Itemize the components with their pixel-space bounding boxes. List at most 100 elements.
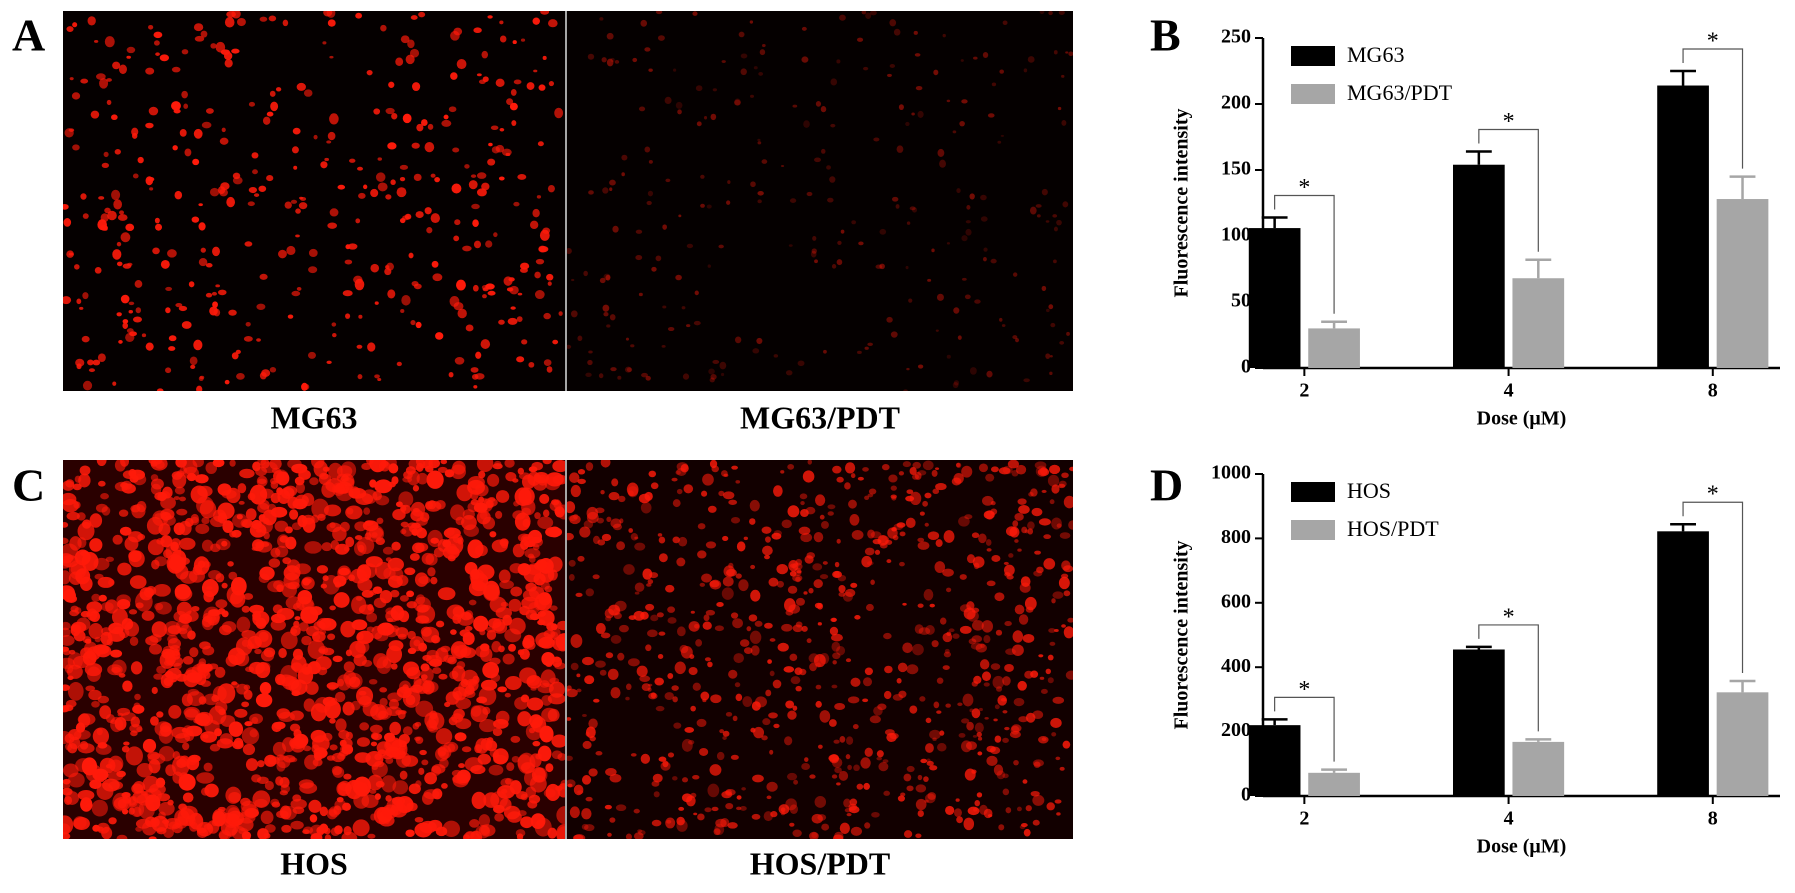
- cell: [958, 516, 970, 527]
- cell: [777, 642, 789, 652]
- cell: [707, 264, 711, 268]
- cell: [201, 121, 212, 129]
- cell: [451, 645, 460, 654]
- cell: [751, 813, 761, 820]
- cell: [385, 194, 392, 200]
- cell: [132, 316, 143, 323]
- cell: [175, 460, 187, 468]
- cell: [114, 716, 127, 731]
- cell: [749, 630, 762, 644]
- cell: [407, 39, 415, 49]
- cell: [498, 319, 505, 325]
- cell: [983, 635, 991, 644]
- cell: [149, 634, 162, 643]
- cell: [918, 627, 931, 635]
- cell: [72, 22, 78, 28]
- cell: [548, 19, 558, 28]
- cell: [766, 795, 772, 800]
- cell: [915, 833, 922, 839]
- micrograph: [63, 11, 565, 391]
- cell: [252, 169, 258, 175]
- cell: [199, 500, 217, 519]
- cell: [421, 119, 428, 127]
- cell: [74, 607, 82, 614]
- cell: [1023, 378, 1030, 383]
- cell: [427, 123, 434, 130]
- cell: [884, 665, 893, 674]
- cell: [803, 120, 810, 128]
- cell: [974, 722, 984, 733]
- cell: [266, 175, 274, 182]
- cell: [275, 87, 282, 92]
- cell: [198, 222, 206, 231]
- cell: [832, 652, 841, 660]
- cell: [640, 611, 649, 620]
- cell: [396, 361, 402, 367]
- cell: [308, 799, 322, 813]
- cell: [260, 649, 275, 662]
- cell: [290, 820, 304, 830]
- cell: [363, 507, 371, 515]
- cell: [772, 679, 782, 689]
- cell: [289, 757, 298, 763]
- cell: [128, 310, 134, 314]
- cell: [504, 778, 512, 785]
- cell: [168, 346, 176, 351]
- cell: [546, 622, 556, 631]
- cell: [819, 574, 829, 580]
- cell: [778, 804, 790, 815]
- cell: [645, 644, 652, 652]
- cell: [290, 199, 298, 204]
- cell: [1003, 561, 1009, 565]
- cell: [997, 140, 1002, 144]
- cell: [251, 546, 259, 551]
- cell: [653, 791, 660, 798]
- cell: [606, 58, 614, 67]
- cell: [789, 570, 797, 577]
- cell: [655, 11, 663, 15]
- cell: [964, 768, 976, 781]
- cell: [525, 786, 537, 799]
- cell: [1053, 259, 1057, 264]
- cell: [750, 564, 756, 570]
- cell: [922, 500, 928, 507]
- cell: [178, 803, 188, 811]
- cell: [96, 822, 110, 834]
- cell: [549, 677, 560, 684]
- cell: [401, 755, 419, 767]
- cell: [876, 756, 882, 761]
- cell: [195, 523, 210, 535]
- cell: [366, 626, 375, 633]
- cell: [232, 176, 243, 185]
- cell: [291, 522, 302, 531]
- cell: [219, 137, 229, 145]
- cell: [287, 314, 294, 319]
- cell: [526, 675, 540, 686]
- cell: [432, 667, 442, 674]
- cell: [743, 536, 748, 541]
- cell: [710, 373, 717, 380]
- cell: [531, 536, 543, 544]
- cell: [581, 823, 589, 830]
- cell: [199, 641, 211, 650]
- cell: [63, 218, 72, 227]
- cell: [539, 493, 550, 504]
- cell: [370, 188, 379, 198]
- cell: [1039, 676, 1045, 680]
- cell: [626, 482, 639, 497]
- cell: [156, 388, 164, 391]
- cell: [1061, 573, 1069, 579]
- cell: [178, 305, 188, 312]
- cell: [528, 361, 535, 368]
- cell: [193, 23, 204, 32]
- cell: [106, 78, 112, 82]
- cell: [285, 536, 297, 550]
- cell: [532, 740, 541, 747]
- cell: [648, 159, 653, 164]
- cell: [1002, 788, 1010, 796]
- cell: [971, 532, 980, 539]
- cell: [1025, 712, 1036, 723]
- cell: [71, 92, 81, 100]
- cell: [948, 628, 955, 633]
- cell: [927, 792, 937, 800]
